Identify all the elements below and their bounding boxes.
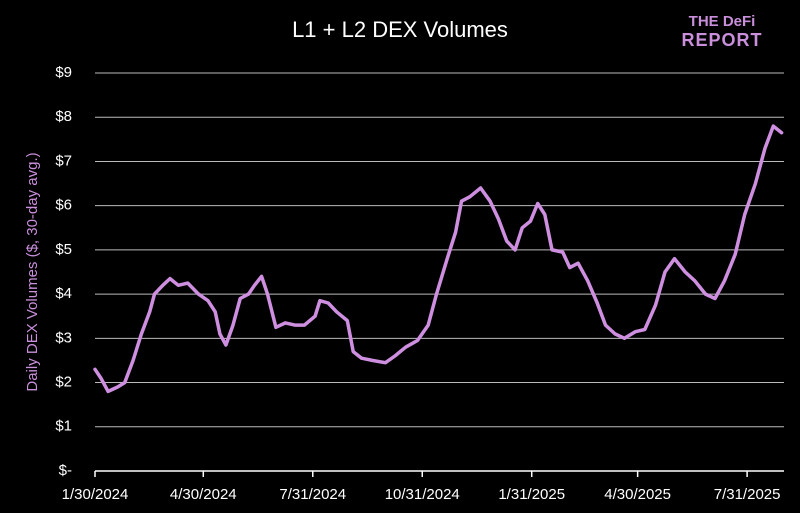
x-tick-label: 1/30/2024 — [62, 486, 129, 503]
logo-line: REPORT — [681, 30, 762, 50]
x-tick-label: 7/31/2025 — [714, 486, 781, 503]
y-tick-label: $1 — [55, 418, 72, 435]
data-line — [93, 124, 784, 394]
y-axis-label: Daily DEX Volumes ($, 30-day avg.) — [24, 152, 41, 391]
x-tick-label: 1/31/2025 — [498, 486, 565, 503]
y-tick-label: $9 — [55, 64, 72, 81]
y-tick-label: $3 — [55, 329, 72, 346]
x-tick-label: 4/30/2024 — [170, 486, 237, 503]
x-tick-label: 10/31/2024 — [385, 486, 460, 503]
chart-title: L1 + L2 DEX Volumes — [292, 17, 508, 42]
y-tick-label: $7 — [55, 152, 72, 169]
y-tick-label: $6 — [55, 197, 72, 214]
x-tick-label: 4/30/2025 — [604, 486, 671, 503]
y-tick-label: $- — [59, 462, 72, 479]
y-tick-label: $4 — [55, 285, 72, 302]
x-tick-label: 7/31/2024 — [279, 486, 346, 503]
y-tick-label: $2 — [55, 374, 72, 391]
y-tick-label: $8 — [55, 108, 72, 125]
logo-line: THE DeFi — [689, 13, 756, 30]
y-tick-label: $5 — [55, 241, 72, 258]
